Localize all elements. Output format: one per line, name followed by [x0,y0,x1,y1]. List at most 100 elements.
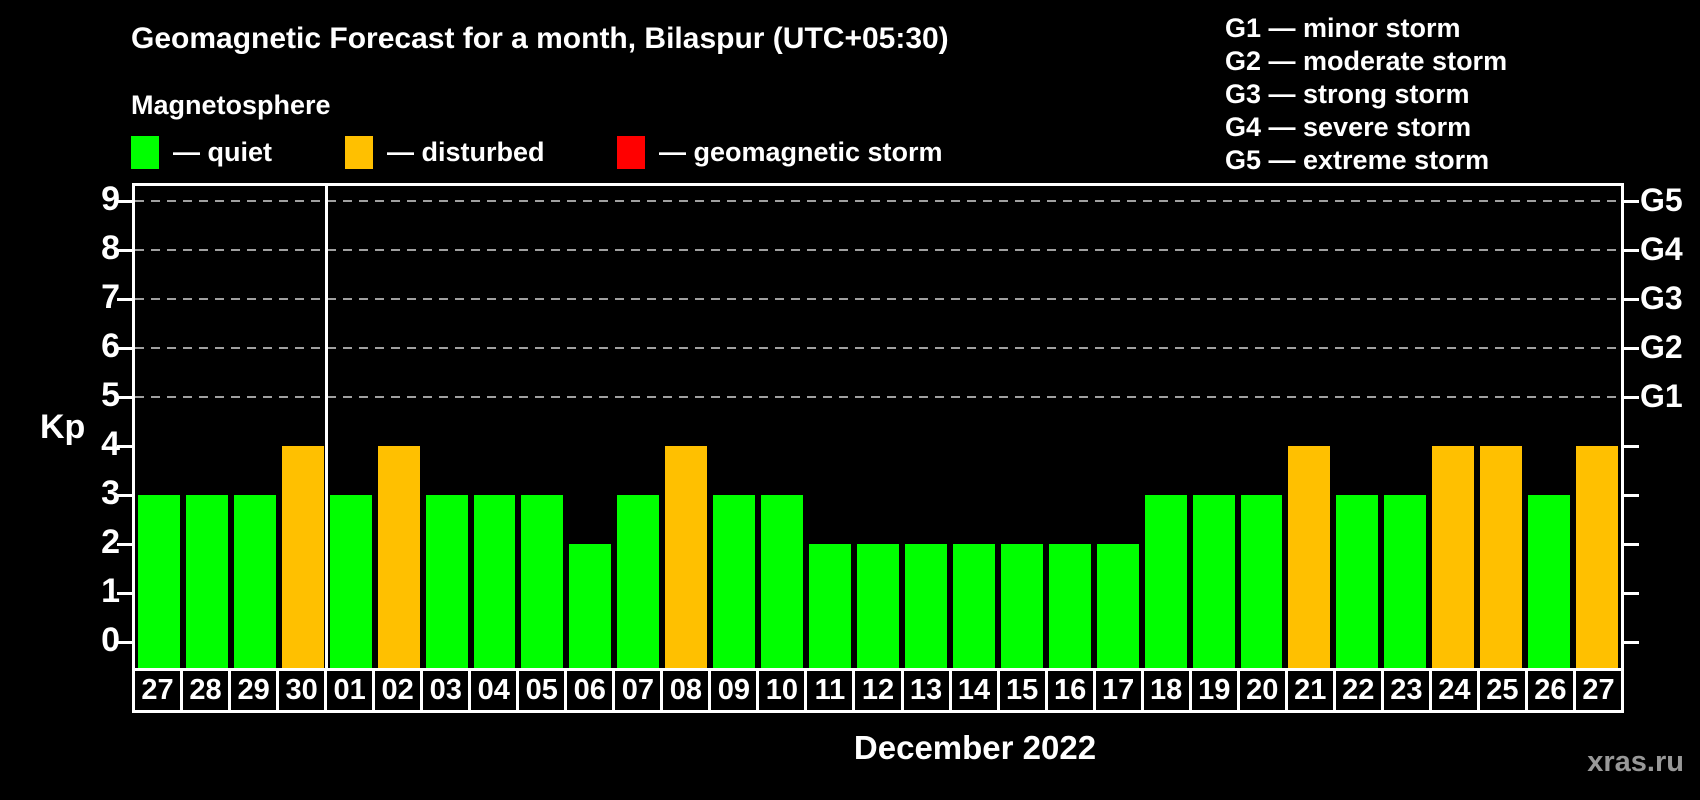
kp-tick-left-3 [117,494,132,497]
day-label-0-27: 27 [132,668,184,713]
y-axis-number-8: 8 [101,228,120,267]
day-label-24-21: 21 [1287,668,1336,713]
kp-bar-day-09 [713,495,756,668]
day-label-12-09: 09 [711,668,760,713]
kp-bar-day-04 [473,495,516,668]
month-separator-line [325,186,329,668]
y-axis-number-0: 0 [101,620,120,659]
kp-bar-day-05 [521,495,564,668]
magnetosphere-label: Magnetosphere [131,90,331,120]
day-label-27-24: 24 [1431,668,1480,713]
kp-tick-left-9 [117,200,132,203]
kp-bar-day-14 [952,544,995,668]
day-label-2-29: 29 [231,668,280,713]
day-label-22-19: 19 [1191,668,1240,713]
day-label-3-30: 30 [279,668,328,713]
day-label-5-02: 02 [375,668,424,713]
day-label-9-06: 06 [567,668,616,713]
kp-bar-day-11 [809,544,852,668]
day-label-16-13: 13 [903,668,952,713]
legend-quiet-label: — quiet [173,136,272,167]
kp-bar-day-20 [1240,495,1283,668]
kp-tick-left-8 [117,249,132,252]
kp-tick-left-2 [117,543,132,546]
kp-tick-left-6 [117,347,132,350]
kp-tick-right-8 [1624,249,1639,252]
kp-bar-day-25 [1480,446,1523,668]
kp-bar-day-24 [1432,446,1475,668]
g-axis-label-G1: G1 [1640,377,1683,414]
day-label-21-18: 18 [1143,668,1192,713]
kp-tick-right-1 [1624,592,1639,595]
kp-bar-day-15 [1000,544,1043,668]
kp-bar-day-26 [1528,495,1571,668]
y-axis-number-7: 7 [101,277,120,316]
day-label-8-05: 05 [519,668,568,713]
kp-bar-day-29 [233,495,276,668]
g-axis-label-G4: G4 [1640,230,1683,267]
day-label-4-01: 01 [327,668,376,713]
kp-gridline-6 [135,347,1621,349]
legend-disturbed-label: — disturbed [387,136,545,167]
day-label-11-08: 08 [663,668,712,713]
y-axis-number-3: 3 [101,473,120,512]
y-axis-number-6: 6 [101,326,120,365]
day-label-23-20: 20 [1239,668,1288,713]
g-scale-legend: G1 — minor storm G2 — moderate storm G3 — … [1225,12,1507,177]
kp-bar-day-27 [138,495,180,668]
kp-gridline-5 [135,396,1621,398]
g-axis-label-G2: G2 [1640,328,1683,365]
kp-tick-left-5 [117,396,132,399]
kp-axis-label: Kp [40,408,86,446]
g-legend-line-1: G1 — minor storm [1225,13,1461,43]
day-label-14-11: 11 [807,668,856,713]
kp-tick-left-7 [117,298,132,301]
kp-bar-day-21 [1288,446,1331,668]
plot-area [117,183,1639,668]
kp-tick-right-2 [1624,543,1639,546]
y-axis-number-4: 4 [101,424,120,463]
g-legend-line-2: G2 — moderate storm [1225,46,1508,76]
kp-tick-right-9 [1624,200,1639,203]
kp-bar-day-22 [1336,495,1379,668]
g-legend-line-5: G5 — extreme storm [1225,145,1490,175]
day-label-29-26: 26 [1527,668,1576,713]
kp-gridline-7 [135,298,1621,300]
g-legend-line-3: G3 — strong storm [1225,79,1470,109]
kp-tick-right-4 [1624,445,1639,448]
g-axis-label-G5: G5 [1640,181,1683,218]
legend-item-quiet: — quiet [131,134,272,170]
g-legend-line-4: G4 — severe storm [1225,112,1472,142]
kp-tick-right-7 [1624,298,1639,301]
legend-item-disturbed: — disturbed [345,134,545,170]
kp-gridline-9 [135,200,1621,202]
kp-bar-day-30 [281,446,324,668]
kp-bar-day-28 [185,495,228,668]
day-label-17-14: 14 [951,668,1000,713]
kp-bar-day-19 [1192,495,1235,668]
page-title: Geomagnetic Forecast for a month, Bilasp… [131,22,949,55]
kp-bar-day-08 [665,446,708,668]
day-label-10-07: 07 [615,668,664,713]
storm-color-swatch [617,135,645,169]
kp-tick-left-4 [117,445,132,448]
y-axis-number-5: 5 [101,375,120,414]
y-axis-number-2: 2 [101,522,120,561]
day-label-18-15: 15 [999,668,1048,713]
legend-storm-label: — geomagnetic storm [659,136,943,167]
day-label-25-22: 22 [1335,668,1384,713]
kp-gridline-8 [135,249,1621,251]
day-label-1-28: 28 [183,668,232,713]
day-label-30-27: 27 [1575,668,1624,713]
watermark-xras: xras.ru [1587,746,1684,778]
legend-item-storm: — geomagnetic storm [617,134,943,170]
day-label-6-03: 03 [423,668,472,713]
kp-bar-day-17 [1096,544,1139,668]
day-axis-row: 27 28 29 30 01 02 03 04 05 06 07 08 09 10 11 12 13 14 15 16… [132,668,1624,713]
day-label-7-04: 04 [471,668,520,713]
day-label-20-17: 17 [1095,668,1144,713]
kp-bar-day-10 [761,495,804,668]
kp-tick-left-0 [117,641,132,644]
y-axis-number-1: 1 [101,571,120,610]
kp-bar-day-27 [1576,446,1618,668]
